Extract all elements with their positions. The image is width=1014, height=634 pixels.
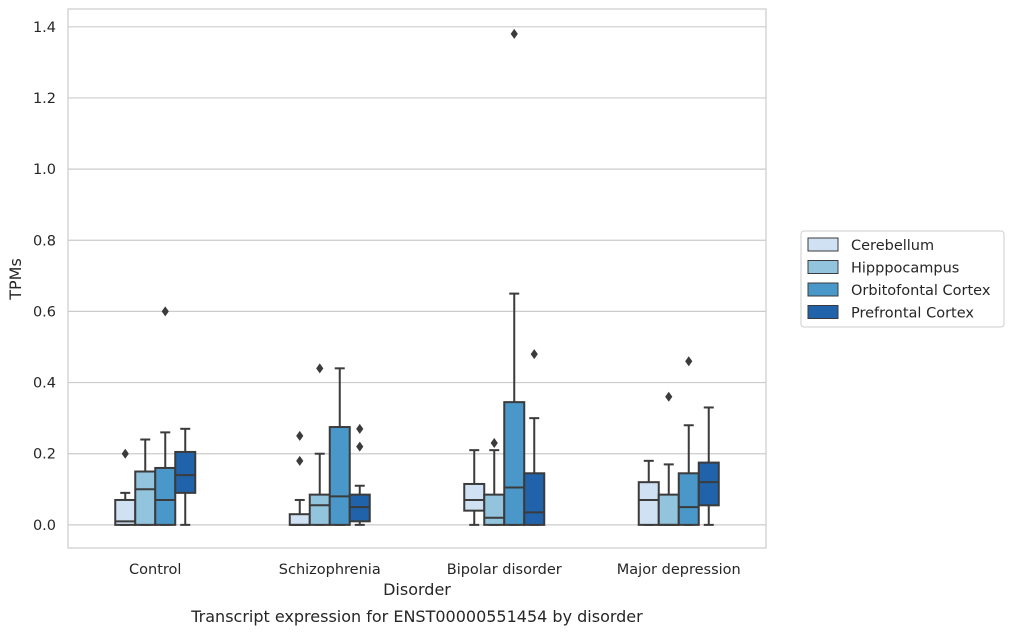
x-tick-label: Bipolar disorder: [447, 562, 562, 578]
box-prefrontal-cortex: [523, 349, 546, 526]
box-cerebellum: [114, 448, 137, 526]
y-tick-label: 1.4: [33, 20, 56, 36]
x-axis-title: Disorder: [383, 580, 451, 599]
box-iqr: [697, 461, 720, 507]
box-prefrontal-cortex: [348, 423, 371, 526]
outlier-point: [316, 363, 324, 374]
outlier-point: [530, 349, 538, 360]
figure-caption: Transcript expression for ENST0000055145…: [190, 607, 643, 626]
box-cerebellum: [463, 449, 486, 526]
box-iqr: [154, 466, 177, 526]
legend-label: Hipppocampus: [851, 261, 959, 277]
y-tick-label: 0.8: [33, 233, 56, 249]
box-iqr: [677, 472, 700, 526]
y-tick-labels: 0.0 0.2 0.4 0.6 0.8 1.0 1.2 1.4: [33, 20, 56, 534]
outlier-point: [685, 356, 693, 367]
x-tick-labels: Control Schizophrenia Bipolar disorder Majo…: [129, 562, 741, 578]
box-orbitofontal-cortex: [328, 367, 351, 526]
x-tick-label: Control: [129, 562, 181, 578]
outlier-point: [490, 438, 498, 449]
outlier-point: [296, 455, 304, 466]
box-prefrontal-cortex: [174, 427, 197, 526]
legend-swatch: [807, 305, 839, 319]
x-tick-label: Schizophrenia: [279, 562, 381, 578]
y-tick-label: 0.0: [33, 518, 56, 534]
box-prefrontal-cortex: [697, 406, 720, 526]
box-iqr: [174, 450, 197, 494]
legend: Cerebellum Hipppocampus Orbitofontal Corte…: [800, 230, 1005, 328]
box-orbitofontal-cortex: [677, 356, 700, 526]
box-hipppocampus: [483, 438, 506, 526]
legend-label: Cerebellum: [851, 238, 934, 254]
legend-label: Prefrontal Cortex: [851, 306, 974, 322]
box-series: [114, 28, 720, 526]
box-orbitofontal-cortex: [154, 306, 177, 526]
legend-frame: [800, 230, 1005, 328]
y-tick-label: 0.4: [33, 376, 56, 392]
outlier-point: [296, 430, 304, 441]
box-iqr: [328, 426, 351, 526]
y-tick-label: 0.2: [33, 447, 56, 463]
outlier-point: [161, 306, 169, 317]
box-iqr: [288, 513, 311, 526]
box-orbitofontal-cortex: [503, 28, 526, 526]
outlier-point: [510, 28, 518, 39]
outlier-point: [356, 423, 364, 434]
plot-frame: [67, 8, 767, 549]
box-iqr: [503, 401, 526, 526]
box-iqr: [637, 481, 660, 526]
outlier-point: [356, 441, 364, 452]
box-hipppocampus: [657, 391, 680, 526]
y-tick-label: 1.0: [33, 162, 56, 178]
box-iqr: [523, 472, 546, 526]
box-iqr: [308, 493, 331, 526]
box-iqr: [463, 482, 486, 512]
legend-label: Orbitofontal Cortex: [851, 283, 991, 299]
y-tick-label: 0.6: [33, 304, 56, 320]
outlier-point: [665, 391, 673, 402]
outlier-point: [121, 448, 129, 459]
legend-swatch: [807, 260, 839, 274]
box-iqr: [483, 493, 506, 526]
box-cerebellum: [288, 430, 311, 526]
x-tick-label: Major depression: [617, 562, 741, 578]
y-tick-label: 1.2: [33, 91, 56, 107]
legend-swatch: [807, 237, 839, 252]
box-iqr: [134, 470, 157, 526]
box-iqr: [657, 493, 680, 526]
legend-swatch: [807, 282, 839, 297]
y-axis-title: TPMs: [6, 258, 25, 301]
